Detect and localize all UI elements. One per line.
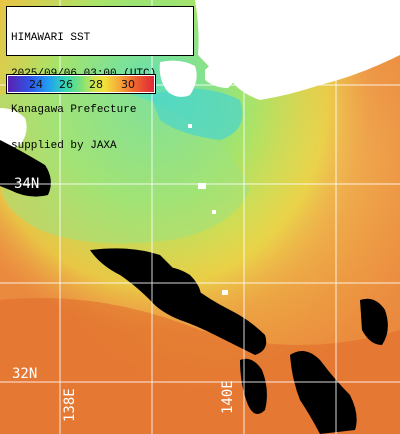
sst-teal-bay	[150, 88, 243, 140]
cloud-mask-middle-blob	[150, 266, 202, 308]
land-izu-peninsula	[0, 108, 27, 148]
title-line-3: Kanagawa Prefecture	[11, 104, 137, 116]
land-boso	[205, 59, 237, 88]
land-kanto	[195, 0, 400, 100]
legend-tick-28: 28	[89, 78, 103, 91]
land-miura	[159, 60, 197, 97]
cloud-mask-southeast	[290, 351, 357, 434]
cloud-mask-south-strip	[240, 358, 267, 414]
title-line-1: HIMAWARI SST	[11, 32, 91, 44]
island-1	[198, 183, 206, 189]
legend-tick-26: 26	[59, 78, 73, 91]
island-4	[222, 290, 228, 295]
lon-label-140e: 140E	[220, 380, 236, 414]
lon-label-138e: 138E	[62, 388, 78, 422]
cloud-mask-east-edge	[360, 298, 388, 345]
title-line-4: supplied by JAXA	[11, 140, 117, 152]
legend-tick-24: 24	[29, 78, 43, 91]
sst-legend: 24 26 28 30	[6, 74, 156, 94]
lat-label-32n: 32N	[12, 366, 38, 382]
island-3	[212, 210, 216, 214]
island-2	[188, 124, 192, 128]
legend-tick-30: 30	[121, 78, 135, 91]
lat-label-34n: 34N	[14, 176, 40, 192]
title-box: HIMAWARI SST 2025/09/06 03:00 (UTC) Kana…	[6, 6, 194, 152]
legend-gradient	[8, 76, 154, 92]
cloud-mask-west	[0, 140, 51, 197]
